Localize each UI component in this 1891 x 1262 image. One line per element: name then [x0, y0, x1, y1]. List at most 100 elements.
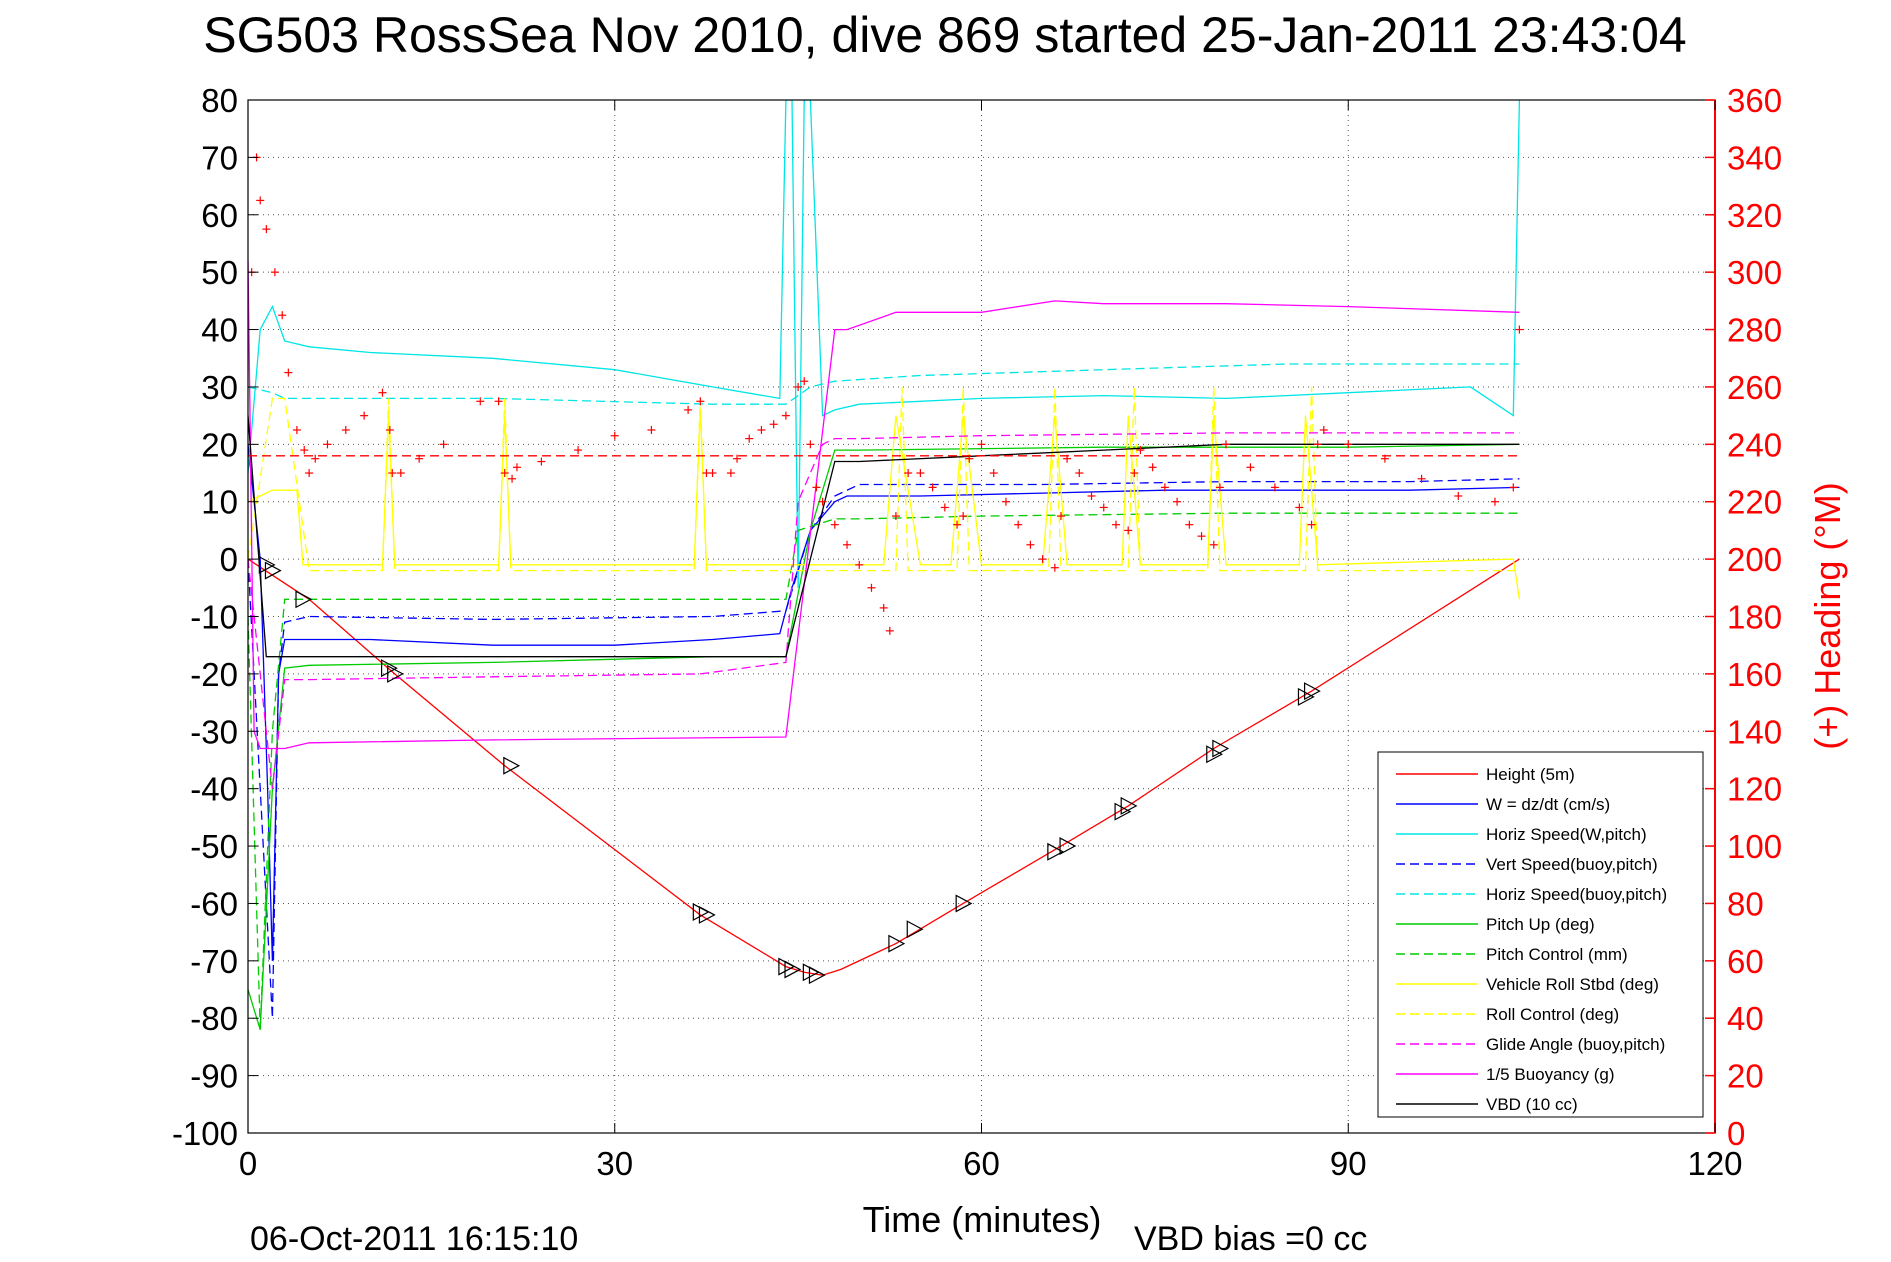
- y-tick-label: -60: [190, 885, 238, 922]
- heading-point: [1111, 520, 1120, 529]
- heading-point: [812, 483, 821, 492]
- heading-point: [341, 425, 350, 434]
- heading-point: [1509, 483, 1518, 492]
- series-line-6: [248, 512, 1520, 1030]
- heading-point: [726, 469, 735, 478]
- triangle-marker: [1212, 739, 1230, 758]
- y2-tick-label: 200: [1727, 541, 1782, 578]
- heading-point: [1380, 454, 1389, 463]
- heading-point: [794, 382, 803, 391]
- heading-point: [1209, 540, 1218, 549]
- series-line-2: [248, 100, 1521, 588]
- y2-tick-label: 20: [1727, 1058, 1764, 1095]
- legend-box: [1377, 751, 1704, 1118]
- legend-label: Vert Speed(buoy,pitch): [1486, 855, 1658, 874]
- heading-point: [818, 497, 827, 506]
- heading-point: [855, 560, 864, 569]
- heading-point: [867, 583, 876, 592]
- heading-point: [684, 405, 693, 414]
- y2-tick-label: 220: [1727, 484, 1782, 521]
- heading-point: [885, 626, 894, 635]
- y-tick-label: 40: [201, 312, 238, 349]
- y-axis-right: 3603403203002802602402202001801601401201…: [1705, 82, 1782, 1152]
- triangle-marker: [1297, 687, 1315, 706]
- heading-point: [733, 454, 741, 463]
- x-tick-label: 120: [1687, 1145, 1742, 1182]
- y2-tick-label: 100: [1727, 828, 1782, 865]
- legend-item: VBD (10 cc): [1396, 1095, 1578, 1114]
- y-tick-label: -20: [190, 656, 238, 693]
- heading-point: [1454, 491, 1463, 500]
- legend-label: Pitch Control (mm): [1486, 945, 1628, 964]
- y2-tick-label: 320: [1727, 197, 1782, 234]
- heading-point: [256, 196, 265, 205]
- heading-point: [891, 512, 900, 521]
- vbd-bias: VBD bias =0 cc: [1134, 1220, 1367, 1258]
- heading-point: [879, 603, 888, 612]
- triangle-marker: [906, 920, 924, 939]
- triangle-marker: [1303, 682, 1321, 701]
- triangle-marker: [1120, 796, 1138, 815]
- series-layer: [248, 100, 1521, 1030]
- heading-point: [378, 388, 387, 397]
- heading-point: [396, 469, 405, 478]
- grid: [248, 100, 1715, 1133]
- heading-point: [1130, 469, 1139, 478]
- heading-point: [1160, 483, 1169, 492]
- heading-point: [1124, 526, 1133, 535]
- series-line-10: [248, 260, 1520, 750]
- heading-point: [1417, 474, 1426, 483]
- legend-label: VBD (10 cc): [1486, 1095, 1578, 1114]
- triangle-marker: [808, 966, 826, 985]
- heading-point: [415, 454, 424, 463]
- heading-point: [904, 469, 913, 478]
- x-tick-label: 60: [963, 1145, 1000, 1182]
- y2-tick-label: 240: [1727, 426, 1782, 463]
- y-tick-label: 80: [201, 82, 238, 119]
- legend-item: Pitch Control (mm): [1396, 945, 1628, 964]
- heading-point: [284, 368, 293, 377]
- series-line-9: [248, 432, 1520, 789]
- heading-point: [512, 463, 521, 472]
- triangle-marker: [1059, 837, 1077, 856]
- y-tick-label: 60: [201, 197, 238, 234]
- legend-label: Horiz Speed(buoy,pitch): [1486, 885, 1667, 904]
- heading-point: [1136, 446, 1145, 455]
- triangle-marker: [503, 756, 521, 775]
- heading-point: [610, 431, 619, 440]
- heading-point: [1063, 454, 1072, 463]
- y-tick-label: -30: [190, 713, 238, 750]
- series-line-4: [248, 363, 1520, 405]
- marker-layer: [258, 555, 1321, 985]
- heading-point: [1515, 325, 1524, 334]
- y-tick-label: -80: [190, 1000, 238, 1037]
- heading-point: [270, 268, 279, 277]
- heading-point: [843, 540, 852, 549]
- heading-point: [292, 425, 301, 434]
- heading-point: [1050, 563, 1059, 572]
- heading-point: [262, 225, 271, 234]
- heading-point: [928, 483, 937, 492]
- heading-point: [476, 397, 485, 406]
- y-tick-label: 50: [201, 254, 238, 291]
- heading-point: [311, 454, 320, 463]
- heading-point: [977, 440, 986, 449]
- heading-point: [1270, 483, 1279, 492]
- triangle-marker: [387, 664, 404, 683]
- legend-label: 1/5 Buoyancy (g): [1486, 1065, 1615, 1084]
- series-line-11: [248, 415, 1520, 658]
- triangle-marker: [1047, 842, 1065, 861]
- y-tick-label: -70: [190, 943, 238, 980]
- y-tick-label: 20: [201, 426, 238, 463]
- heading-point: [989, 469, 998, 478]
- chart-title: SG503 RossSea Nov 2010, dive 869 started…: [203, 7, 1686, 63]
- heading-point: [1038, 555, 1047, 564]
- heading-point: [323, 440, 332, 449]
- legend-label: Roll Control (deg): [1486, 1005, 1619, 1024]
- heading-point: [1222, 440, 1230, 449]
- y2-tick-label: 40: [1727, 1000, 1764, 1037]
- heading-point: [1099, 503, 1108, 512]
- heading-point: [1185, 520, 1194, 529]
- heading-point: [781, 411, 790, 420]
